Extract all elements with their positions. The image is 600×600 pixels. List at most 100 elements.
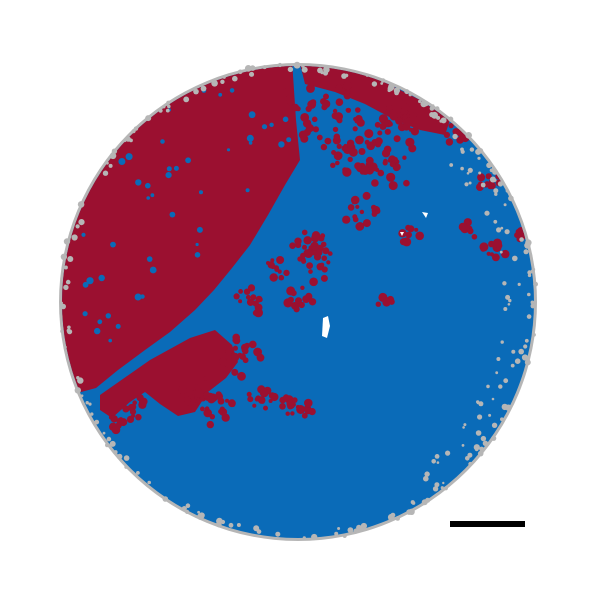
red-speckle	[371, 204, 377, 211]
gray-rim-speckle	[527, 273, 532, 278]
red-speckle	[355, 135, 364, 145]
red-speckle	[324, 137, 332, 145]
gray-rim-speckle	[527, 292, 531, 297]
gray-rim-speckle	[353, 528, 359, 534]
gray-rim-speckle	[519, 237, 524, 242]
red-speckle	[319, 262, 325, 268]
gray-rim-speckle	[371, 81, 378, 87]
red-speckle	[307, 100, 317, 109]
gray-rim-speckle	[166, 100, 171, 105]
blue-speckle	[82, 311, 88, 317]
gray-rim-speckle	[94, 419, 100, 425]
red-speckle	[304, 249, 313, 258]
gray-rim-speckle	[502, 281, 507, 286]
gray-rim-speckle	[507, 303, 511, 306]
gray-rim-speckle	[185, 509, 190, 514]
gray-rim-speckle	[478, 171, 482, 175]
red-speckle	[402, 237, 412, 247]
gray-rim-speckle	[476, 400, 480, 404]
red-speckle	[200, 406, 205, 412]
gray-rim-speckle	[244, 65, 252, 72]
red-speckle	[501, 249, 510, 259]
gray-rim-speckle	[464, 182, 469, 187]
red-speckle	[259, 388, 269, 398]
red-speckle	[407, 225, 415, 233]
red-speckle	[301, 412, 308, 419]
gray-rim-speckle	[63, 284, 69, 291]
red-speckle	[415, 231, 425, 241]
red-speckle	[258, 297, 263, 303]
blue-speckle	[165, 172, 172, 179]
red-speckle	[371, 179, 379, 187]
gray-rim-speckle	[497, 181, 504, 187]
gray-rim-speckle	[197, 510, 201, 514]
gray-rim-speckle	[85, 401, 89, 405]
blue-speckle	[194, 252, 201, 258]
red-speckle	[342, 167, 348, 173]
blue-speckle	[185, 157, 192, 164]
gray-rim-speckle	[105, 161, 109, 165]
red-speckle	[311, 231, 321, 240]
red-speckle	[323, 93, 329, 100]
white-gap-small-2	[400, 232, 404, 236]
red-speckle	[343, 81, 352, 90]
red-speckle	[309, 277, 318, 287]
blue-speckle	[282, 116, 289, 123]
gray-rim-speckle	[228, 522, 234, 528]
red-speckle	[322, 247, 330, 255]
gray-rim-speckle	[71, 234, 78, 241]
blue-speckle	[269, 122, 274, 128]
red-speckle	[252, 403, 257, 408]
red-speckle	[360, 165, 370, 175]
gray-rim-speckle	[491, 397, 495, 401]
red-speckle	[318, 235, 325, 242]
red-speckle	[388, 181, 398, 191]
red-speckle	[467, 228, 474, 235]
gray-rim-speckle	[445, 450, 451, 456]
gray-rim-speckle	[442, 481, 445, 485]
red-speckle	[204, 406, 210, 412]
gray-rim-speckle	[440, 486, 444, 490]
red-speckle	[354, 162, 362, 170]
red-speckle	[230, 402, 236, 408]
red-speckle	[283, 298, 293, 308]
red-speckle	[332, 126, 339, 133]
red-speckle	[455, 115, 460, 120]
red-speckle	[445, 138, 454, 146]
red-speckle	[355, 107, 361, 113]
gray-rim-speckle	[395, 516, 401, 521]
gray-rim-speckle	[162, 496, 169, 502]
blue-speckle	[166, 166, 172, 172]
red-speckle	[301, 258, 307, 264]
red-speckle	[312, 126, 319, 133]
white-gap-small-1	[422, 212, 428, 218]
red-speckle	[409, 112, 417, 120]
blue-speckle	[108, 338, 112, 343]
red-speckle	[295, 297, 302, 305]
gray-rim-speckle	[167, 104, 171, 109]
gray-rim-speckle	[181, 506, 187, 512]
red-speckle	[333, 151, 343, 161]
gray-rim-speckle	[67, 325, 71, 330]
red-speckle	[255, 395, 262, 402]
gray-rim-speckle	[488, 413, 492, 417]
red-speckle	[209, 414, 215, 420]
red-speckle	[460, 108, 469, 116]
blue-speckle	[135, 179, 142, 186]
red-speckle	[375, 301, 381, 307]
red-speckle	[215, 391, 222, 398]
red-speckle	[247, 396, 254, 403]
red-speckle	[231, 368, 239, 376]
red-speckle	[458, 222, 468, 232]
gray-rim-speckle	[109, 440, 116, 447]
gray-rim-speckle	[477, 414, 483, 420]
gray-rim-speckle	[462, 426, 465, 429]
gray-rim-speckle	[491, 435, 497, 441]
gray-rim-speckle	[256, 529, 262, 534]
red-speckle	[335, 160, 340, 166]
red-speckle	[269, 273, 278, 282]
red-speckle	[253, 347, 262, 357]
gray-rim-speckle	[90, 412, 94, 416]
gray-rim-speckle	[510, 363, 515, 368]
gray-rim-speckle	[287, 66, 294, 73]
